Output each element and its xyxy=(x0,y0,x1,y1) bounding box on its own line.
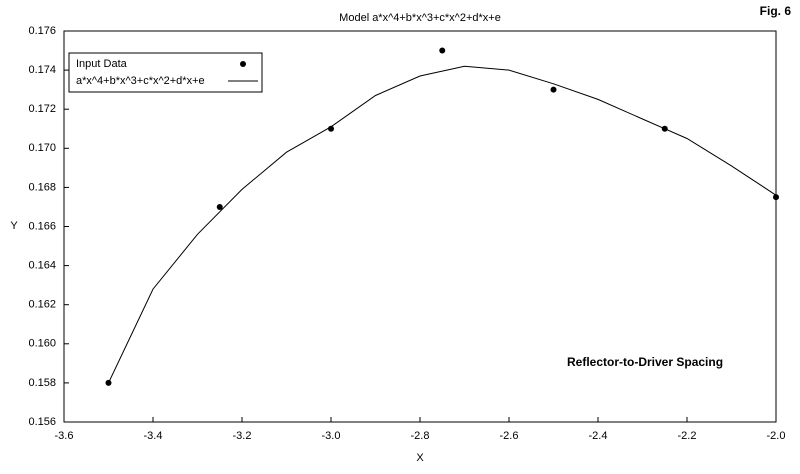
legend-label: a*x^4+b*x^3+c*x^2+d*x+e xyxy=(76,75,205,87)
y-tick-label: 0.174 xyxy=(28,64,56,76)
x-tick-label: -2.4 xyxy=(589,430,608,442)
data-point xyxy=(550,86,557,93)
fit-line xyxy=(108,65,777,384)
annotation: Reflector-to-Driver Spacing xyxy=(567,355,723,369)
y-tick-label: 0.158 xyxy=(28,377,56,389)
x-tick-label: -2.0 xyxy=(767,430,786,442)
data-point xyxy=(773,194,779,201)
y-tick-label: 0.160 xyxy=(28,338,56,350)
y-tick-label: 0.166 xyxy=(28,220,56,232)
y-tick-label: 0.156 xyxy=(28,416,56,428)
x-tick-label: -2.6 xyxy=(500,430,519,442)
x-tick-label: -3.2 xyxy=(233,430,252,442)
x-tick-label: -3.0 xyxy=(322,430,341,442)
legend-label: Input Data xyxy=(76,58,128,70)
x-tick-label: -3.6 xyxy=(55,430,74,442)
y-tick-label: 0.172 xyxy=(28,103,56,115)
figure-label: Fig. 6 xyxy=(760,4,792,18)
y-tick-label: 0.168 xyxy=(28,181,56,193)
y-tick-label: 0.170 xyxy=(28,142,56,154)
data-point xyxy=(216,203,223,210)
chart-title: Model a*x^4+b*x^3+c*x^2+d*x+e xyxy=(339,12,501,24)
data-point xyxy=(439,47,446,54)
x-tick-label: -2.2 xyxy=(678,430,697,442)
y-axis-label: Y xyxy=(10,220,18,232)
y-tick-label: 0.176 xyxy=(28,25,56,37)
y-tick-label: 0.164 xyxy=(28,260,56,272)
x-tick-label: -2.8 xyxy=(411,430,430,442)
y-tick-label: 0.162 xyxy=(28,299,56,311)
legend-box xyxy=(68,52,263,93)
legend-marker xyxy=(240,61,246,67)
x-tick-label: -3.4 xyxy=(144,430,163,442)
x-axis-label: X xyxy=(416,452,424,464)
